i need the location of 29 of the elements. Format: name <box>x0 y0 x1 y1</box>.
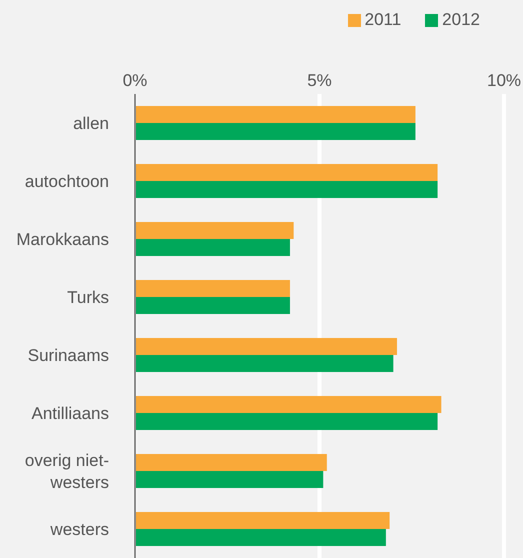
y-tick-label: autochtoon <box>24 172 109 190</box>
bar <box>135 512 390 529</box>
x-tick-label: 5% <box>307 71 332 90</box>
bar <box>135 280 290 297</box>
bar <box>135 164 438 181</box>
bar <box>135 396 442 413</box>
bar <box>135 297 290 314</box>
bar <box>135 355 394 372</box>
y-tick-label: allen <box>73 114 109 132</box>
y-tick-label: Antilliaans <box>32 404 109 422</box>
x-tick-label: 10% <box>486 71 522 90</box>
x-tick-label: 0% <box>122 71 148 90</box>
legend-label: 2011 <box>364 10 402 29</box>
bar <box>135 181 438 198</box>
bar <box>135 413 438 430</box>
bar <box>135 529 386 546</box>
y-tick-label: overig niet-westers <box>24 450 109 492</box>
bar <box>135 222 294 239</box>
y-tick-label: Turks <box>67 288 109 306</box>
bar <box>135 454 327 471</box>
bar <box>135 239 290 256</box>
y-tick-label: Surinaams <box>28 346 109 364</box>
y-tick-label: westers <box>49 520 109 538</box>
bar <box>135 106 416 123</box>
bar <box>135 123 416 140</box>
bar <box>135 471 324 488</box>
bar <box>135 338 397 355</box>
legend-label: 2012 <box>442 10 480 29</box>
y-tick-label: Marokkaans <box>16 230 109 248</box>
